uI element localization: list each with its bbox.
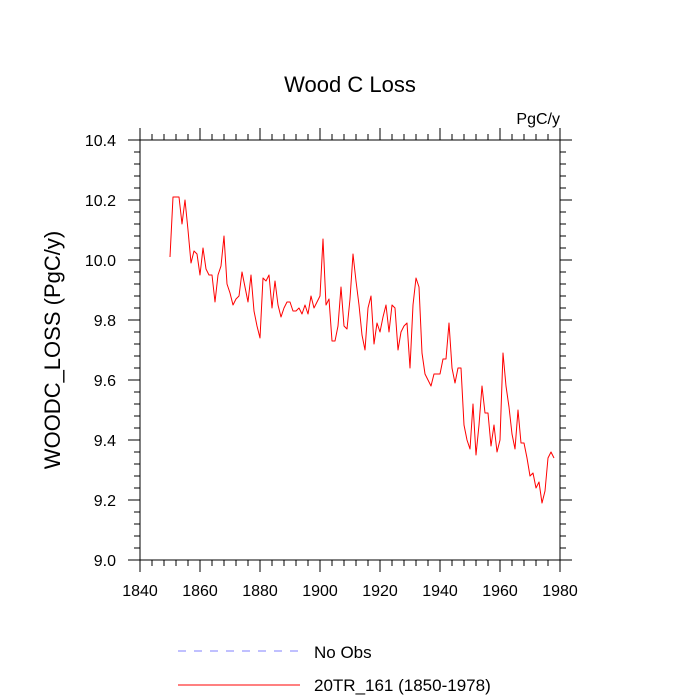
axis-tick-labels: 1840 1860 1880 1900 1920 1940 1960 1980 9.0 9.2 9.… <box>85 133 578 600</box>
legend-label-20tr-161: 20TR_161 (1850-1978) <box>314 676 491 695</box>
x-tick-label: 1980 <box>542 583 578 600</box>
y-tick-label: 9.8 <box>94 313 116 330</box>
x-tick-label: 1960 <box>482 583 518 600</box>
legend: No Obs 20TR_161 (1850-1978) <box>178 643 491 695</box>
y-tick-label: 10.0 <box>85 253 116 270</box>
y-tick-label: 10.2 <box>85 193 116 210</box>
y-tick-label: 9.6 <box>94 373 116 390</box>
x-tick-label: 1900 <box>302 583 338 600</box>
chart-title: Wood C Loss <box>284 72 416 97</box>
axis-ticks <box>128 128 572 572</box>
y-tick-label: 10.4 <box>85 133 116 150</box>
plot-area <box>139 139 561 561</box>
x-tick-label: 1860 <box>182 583 218 600</box>
x-tick-label: 1880 <box>242 583 278 600</box>
units-label: PgC/y <box>516 111 560 128</box>
y-tick-label: 9.0 <box>94 553 116 570</box>
legend-label-no-obs: No Obs <box>314 643 372 662</box>
y-axis-label: WOODC_LOSS (PgC/y) <box>40 231 65 469</box>
x-tick-label: 1920 <box>362 583 398 600</box>
x-tick-label: 1840 <box>122 583 158 600</box>
series-layer <box>169 196 555 504</box>
plot-frame <box>139 139 561 561</box>
x-tick-label: 1940 <box>422 583 458 600</box>
y-tick-label: 9.2 <box>94 493 116 510</box>
series-line-0 <box>169 196 555 504</box>
y-tick-label: 9.4 <box>94 433 116 450</box>
